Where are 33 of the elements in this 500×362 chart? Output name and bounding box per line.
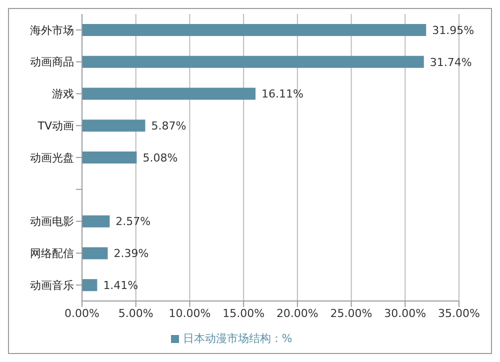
y-tick-label: 网络配信 <box>30 247 74 260</box>
bar <box>82 56 424 68</box>
x-tick-label: 5.00% <box>118 306 154 320</box>
x-tick-label: 30.00% <box>384 306 426 320</box>
bar <box>82 247 108 260</box>
bar <box>82 215 110 228</box>
data-label: 31.74% <box>430 56 472 69</box>
data-label: 1.41% <box>103 279 138 292</box>
x-tick-label: 10.00% <box>168 306 211 320</box>
x-tick-label: 20.00% <box>276 306 318 320</box>
bar <box>82 120 146 132</box>
x-tick-label: 15.00% <box>222 306 265 320</box>
bar <box>82 152 137 164</box>
y-tick-label: 动画电影 <box>30 215 74 228</box>
y-tick-label: TV动画 <box>36 120 74 133</box>
bar <box>82 279 98 292</box>
y-tick-label: 动画音乐 <box>30 278 74 292</box>
data-label: 5.08% <box>142 151 178 164</box>
x-tick-label: 0.00% <box>64 306 100 320</box>
x-tick-label: 25.00% <box>330 306 372 320</box>
bar <box>82 24 426 36</box>
data-label: 2.57% <box>116 215 151 228</box>
data-label: 2.39% <box>114 247 149 260</box>
y-tick-label: 游戏 <box>52 88 74 101</box>
legend-label: 日本动漫市场结构：% <box>182 332 292 345</box>
data-label: 31.95% <box>432 24 474 37</box>
bar <box>82 88 256 100</box>
y-tick-label: 动画商品 <box>30 56 74 69</box>
y-tick-label: 动画光盘 <box>30 151 74 164</box>
x-tick-label: 35.00% <box>438 306 480 320</box>
data-label: 16.11% <box>262 88 304 101</box>
y-tick-label: 海外市场 <box>30 24 74 37</box>
data-label: 5.87% <box>151 120 186 133</box>
